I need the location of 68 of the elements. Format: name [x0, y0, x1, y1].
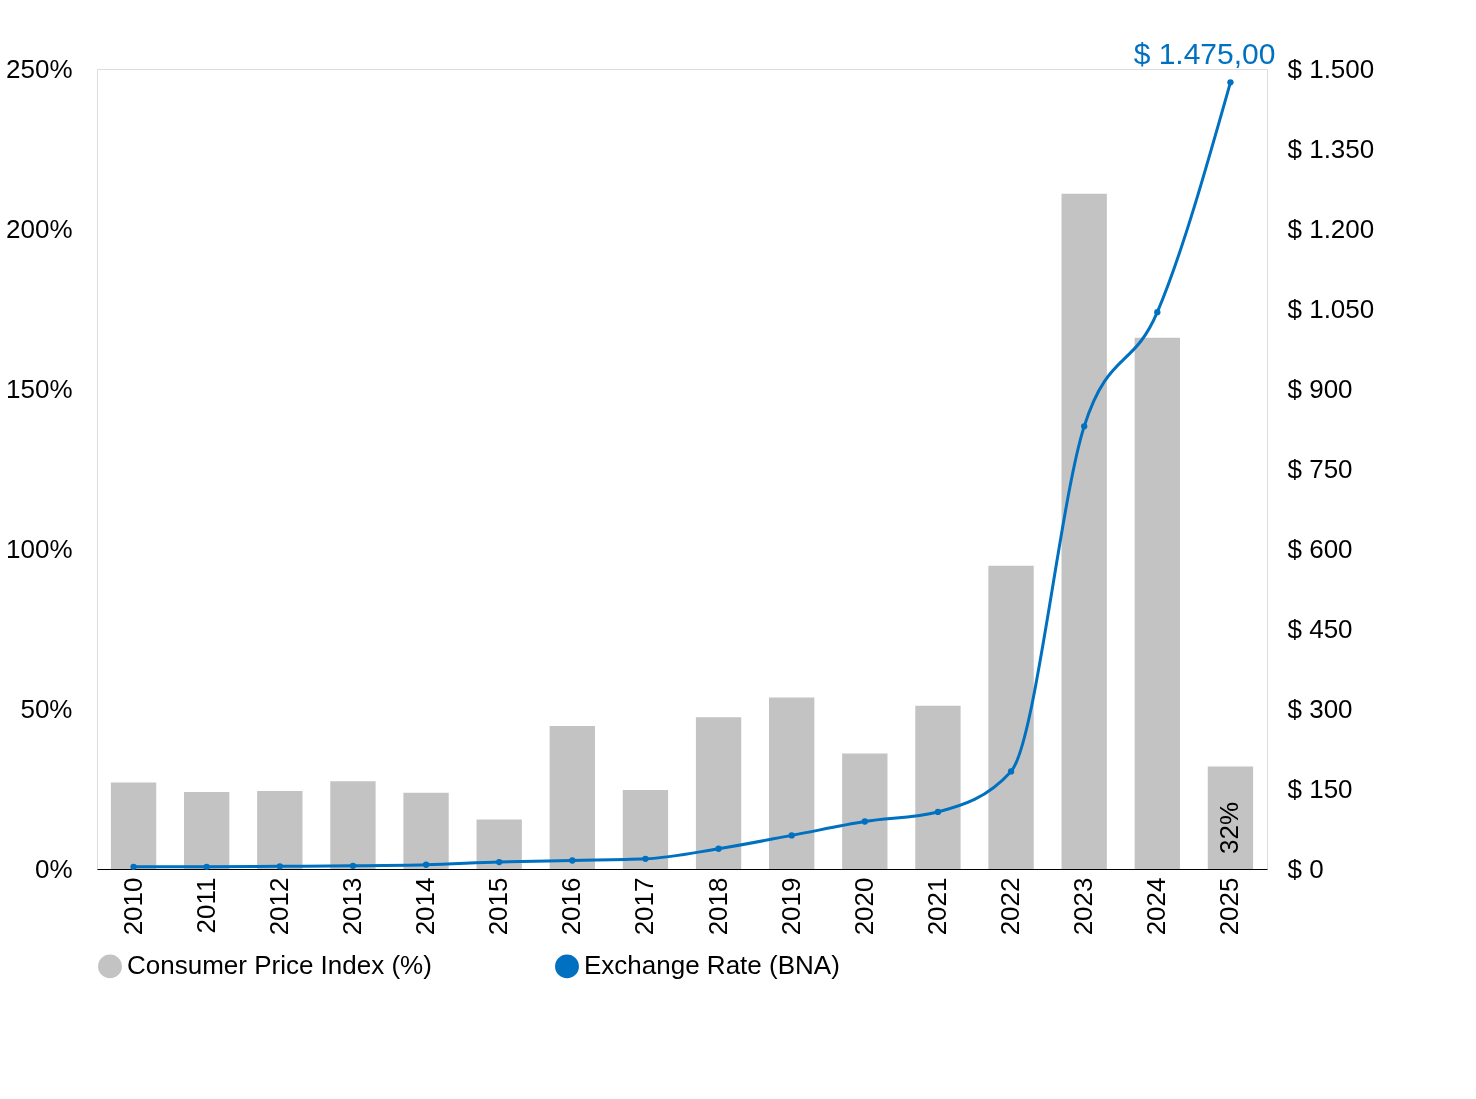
point	[934, 808, 942, 816]
x-tick-label: 2014	[410, 877, 441, 936]
y-tick-label: 250%	[6, 53, 73, 84]
bar	[1134, 337, 1180, 869]
point	[788, 832, 795, 839]
y2-tick-label: $ 1.200	[1287, 213, 1375, 244]
bar	[257, 790, 303, 869]
y-tick-label: 200%	[6, 213, 73, 244]
bar	[622, 789, 669, 869]
point	[1081, 423, 1088, 430]
data-label: 32%	[1214, 801, 1245, 854]
x-tick-label: 2024	[1141, 877, 1172, 936]
x-tick-label: 2013	[336, 877, 367, 936]
x-tick-label: 2019	[775, 877, 806, 936]
bar	[549, 725, 595, 869]
point	[496, 858, 503, 866]
y2-tick-label: $ 1.500	[1287, 53, 1375, 84]
x-tick-label: 2015	[483, 877, 514, 936]
data-label: $ 1.475,00	[1133, 37, 1276, 71]
point	[203, 863, 210, 871]
legend-label: Exchange Rate (BNA)	[584, 950, 840, 981]
y-tick-label: 0%	[34, 853, 73, 884]
y2-tick-label: $ 150	[1287, 773, 1353, 804]
point	[861, 818, 868, 825]
bar	[330, 781, 376, 869]
point	[642, 855, 649, 863]
y-tick-label: 50%	[20, 693, 73, 724]
x-tick-label: 2018	[702, 877, 733, 936]
legend-label: Consumer Price Index (%)	[127, 950, 432, 981]
y2-tick-label: $ 450	[1287, 613, 1353, 644]
y2-tick-label: $ 750	[1287, 453, 1353, 484]
bar	[1061, 193, 1107, 869]
x-tick-label: 2022	[995, 877, 1026, 936]
point	[715, 845, 722, 852]
y-tick-label: 100%	[6, 533, 73, 564]
bar	[695, 717, 742, 869]
x-tick-label: 2017	[629, 877, 660, 936]
point	[1227, 79, 1234, 86]
y-tick-label: 150%	[6, 373, 73, 404]
y2-tick-label: $ 1.050	[1287, 293, 1375, 324]
x-tick-label: 2012	[263, 877, 294, 936]
bar	[915, 705, 961, 869]
x-tick-label: 2010	[117, 877, 148, 936]
point	[276, 863, 283, 870]
bar	[842, 753, 888, 869]
bar	[769, 697, 815, 869]
y2-tick-label: $ 900	[1287, 373, 1353, 404]
point	[130, 863, 137, 871]
x-tick-label: 2020	[848, 877, 879, 936]
x-tick-label: 2025	[1214, 877, 1245, 936]
x-tick-label: 2016	[556, 877, 587, 936]
point	[349, 862, 357, 869]
x-tick-label: 2011	[190, 877, 221, 934]
bar	[403, 792, 449, 869]
point	[1154, 309, 1161, 316]
y2-tick-label: $ 0	[1287, 853, 1324, 884]
bar	[184, 791, 230, 869]
y2-tick-label: $ 600	[1287, 533, 1353, 564]
point	[569, 857, 576, 864]
bar	[988, 565, 1034, 869]
point	[1007, 768, 1015, 775]
point	[422, 861, 430, 868]
y2-tick-label: $ 300	[1287, 693, 1353, 724]
x-tick-label: 2023	[1068, 877, 1099, 936]
bar	[110, 782, 157, 869]
bar	[476, 819, 522, 869]
x-tick-label: 2021	[921, 877, 952, 936]
y2-tick-label: $ 1.350	[1287, 133, 1375, 164]
